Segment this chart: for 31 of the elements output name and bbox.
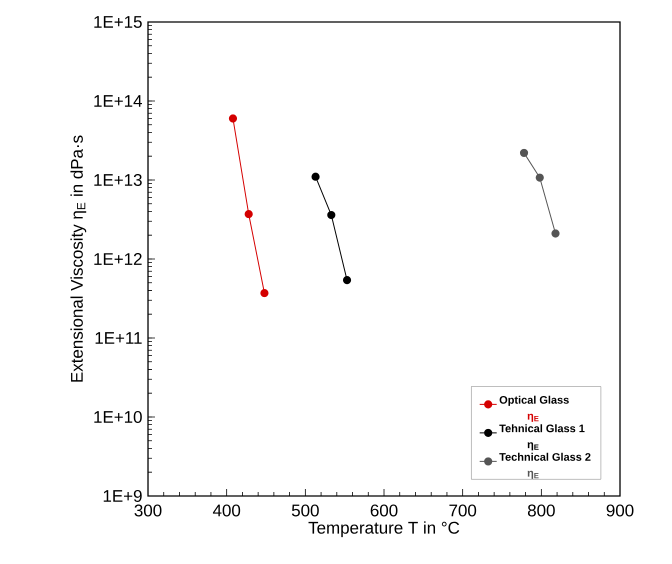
annotation: η$_{E}$ bbox=[528, 442, 539, 450]
annotation: η$_{E}$ bbox=[528, 470, 539, 479]
legend-label: Optical Glass bbox=[500, 396, 569, 406]
point bbox=[311, 172, 320, 181]
y-tick-label: 1E+13 bbox=[94, 174, 142, 186]
y-tick-label: 1E+9 bbox=[104, 490, 142, 502]
point bbox=[342, 276, 352, 284]
point bbox=[228, 114, 238, 123]
x-axis-title: Temperature T in °C bbox=[308, 521, 460, 538]
x-tick-label: 300 bbox=[134, 504, 162, 516]
y-tick-label: 1E+14 bbox=[94, 95, 142, 107]
y-tick-label: 1E+12 bbox=[94, 253, 142, 265]
legend-label: Tehnical Glass 1 bbox=[499, 424, 585, 432]
x-tick-label: 800 bbox=[528, 504, 555, 516]
point bbox=[551, 229, 560, 238]
y-tick-label: 1E+11 bbox=[96, 332, 142, 344]
point bbox=[260, 289, 269, 298]
annotation: η$_{E}$ bbox=[528, 414, 539, 422]
point bbox=[520, 148, 528, 158]
y-axis-title: Extensional Viscosity η$_{E}$ in dPa·s bbox=[70, 136, 86, 382]
x-tick-label: 900 bbox=[606, 504, 634, 516]
point bbox=[244, 210, 253, 218]
x-tick-label: 600 bbox=[370, 504, 398, 516]
x-tick-label: 500 bbox=[292, 504, 319, 516]
point bbox=[327, 210, 336, 220]
point bbox=[536, 174, 544, 182]
x-tick-label: 700 bbox=[449, 504, 476, 516]
y-tick-label: 1E+15 bbox=[94, 16, 142, 28]
x-tick-label: 400 bbox=[212, 504, 240, 516]
y-tick-label: 1E+10 bbox=[94, 410, 142, 423]
legend-label: Technical Glass 2 bbox=[499, 452, 591, 461]
